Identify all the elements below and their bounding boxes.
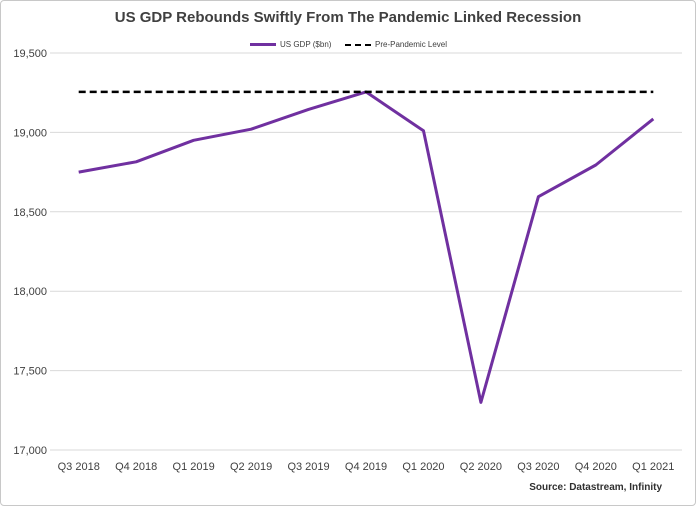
x-tick-label: Q3 2019 bbox=[287, 461, 329, 473]
pre-pandemic-data-point bbox=[365, 90, 368, 93]
x-tick-label: Q3 2020 bbox=[517, 461, 559, 473]
x-tick-label: Q1 2019 bbox=[173, 461, 215, 473]
pre-pandemic-data-point bbox=[77, 90, 80, 93]
x-tick-label: Q1 2021 bbox=[632, 461, 674, 473]
gdp-data-point bbox=[594, 163, 597, 166]
pre-pandemic-data-point bbox=[537, 90, 540, 93]
pre-pandemic-data-point bbox=[652, 90, 655, 93]
gdp-data-point bbox=[192, 139, 195, 142]
pre-pandemic-data-point bbox=[594, 90, 597, 93]
legend-swatch-pre-pandemic bbox=[345, 44, 371, 46]
pre-pandemic-data-point bbox=[422, 90, 425, 93]
x-tick-label: Q4 2018 bbox=[115, 461, 157, 473]
x-tick-label: Q4 2020 bbox=[575, 461, 617, 473]
y-tick-label: 18,500 bbox=[13, 207, 47, 219]
gdp-data-point bbox=[537, 195, 540, 198]
pre-pandemic-data-point bbox=[192, 90, 195, 93]
gdp-data-point bbox=[422, 129, 425, 132]
source-note: Source: Datastream, Infinity bbox=[529, 482, 662, 493]
gdp-data-point bbox=[77, 171, 80, 174]
x-tick-label: Q3 2018 bbox=[58, 461, 100, 473]
y-tick-label: 19,000 bbox=[13, 127, 47, 139]
x-tick-label: Q2 2020 bbox=[460, 461, 502, 473]
series-line-us-gdp bbox=[78, 90, 655, 404]
x-tick-label: Q4 2019 bbox=[345, 461, 387, 473]
gdp-data-point bbox=[652, 117, 655, 120]
gdp-data-point bbox=[307, 108, 310, 111]
pre-pandemic-data-point bbox=[479, 90, 482, 93]
legend-swatch-gdp bbox=[250, 43, 276, 46]
y-tick-label: 18,000 bbox=[13, 286, 47, 298]
legend-label-gdp: US GDP ($bn) bbox=[280, 40, 332, 49]
x-tick-label: Q2 2019 bbox=[230, 461, 272, 473]
y-tick-label: 17,500 bbox=[13, 366, 47, 378]
pre-pandemic-data-point bbox=[135, 90, 138, 93]
y-tick-label: 19,500 bbox=[13, 48, 47, 60]
gdp-data-point bbox=[135, 160, 138, 163]
y-tick-label: 17,000 bbox=[13, 445, 47, 457]
gdp-data-point bbox=[479, 401, 482, 404]
chart-title: US GDP Rebounds Swiftly From The Pandemi… bbox=[114, 9, 582, 26]
legend-label-pre-pandemic: Pre-Pandemic Level bbox=[375, 40, 448, 49]
x-tick-label: Q1 2020 bbox=[402, 461, 444, 473]
pre-pandemic-data-point bbox=[307, 90, 310, 93]
gdp-data-point bbox=[250, 128, 253, 131]
pre-pandemic-data-point bbox=[250, 90, 253, 93]
